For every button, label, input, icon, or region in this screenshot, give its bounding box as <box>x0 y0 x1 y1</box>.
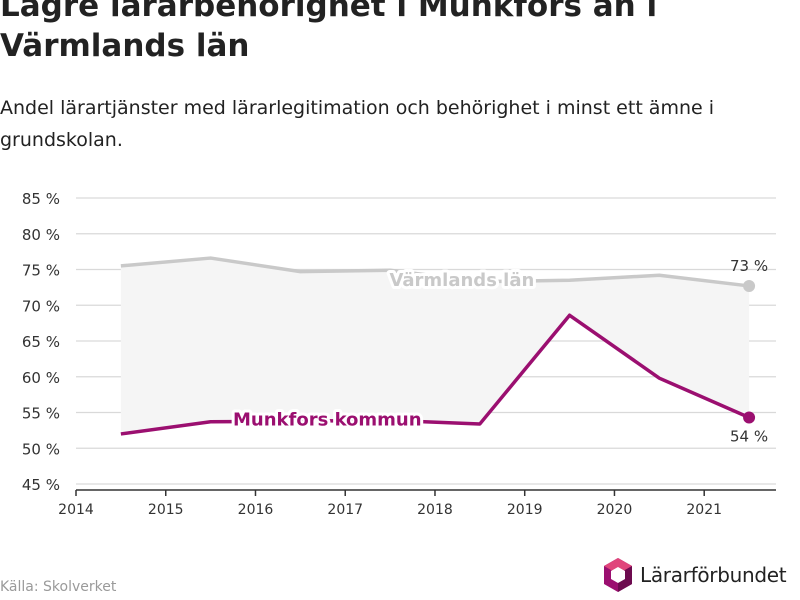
x-tick-label: 2014 <box>58 502 94 518</box>
x-tick-label: 2018 <box>417 502 453 518</box>
series-labels: 73 % 54 % Värmlands län Munkfors kommun <box>230 257 768 446</box>
series-lines <box>120 256 756 436</box>
x-tick-label: 2019 <box>507 502 543 518</box>
chart-subtitle: Andel lärartjänster med lärarlegitimatio… <box>0 97 715 151</box>
munkfors-end-point <box>743 411 756 424</box>
x-tick-label: 2020 <box>597 502 633 518</box>
brand-name: Lärarförbundet <box>640 563 787 587</box>
range-band-area <box>120 258 750 434</box>
varmland-end-point <box>743 279 756 292</box>
munkfors-end-label: 54 % <box>730 428 768 446</box>
x-tick-label: 2016 <box>238 502 274 518</box>
x-tick-label: 2017 <box>327 502 363 518</box>
y-tick-label: 75 % <box>22 262 60 280</box>
varmland-line <box>120 256 750 288</box>
chart-title: Lägre lärarbehörighet i Munkfors än i Vä… <box>0 0 658 64</box>
x-tick-label: 2021 <box>686 502 722 518</box>
munkfors-line <box>120 313 750 436</box>
source-note: Källa: Skolverket <box>0 579 117 595</box>
y-tick-label: 55 % <box>22 405 60 423</box>
lararforbundet-hexagon-logo-icon <box>604 558 632 592</box>
y-tick-label: 65 % <box>22 333 60 351</box>
y-tick-label: 85 % <box>22 190 60 208</box>
y-tick-label: 45 % <box>22 476 60 494</box>
y-tick-label: 50 % <box>22 440 60 458</box>
axes: 45 % 50 % 55 % 60 % 65 % 70 % 75 % 80 % 85 % 2014… <box>22 190 776 518</box>
y-tick-label: 60 % <box>22 369 60 387</box>
brand-logo: Lärarförbundet <box>602 557 787 593</box>
x-tick-label: 2015 <box>148 502 184 518</box>
y-tick-label: 80 % <box>22 226 60 244</box>
munkfors-series-label: Munkfors kommun <box>233 410 422 431</box>
varmland-end-label: 73 % <box>730 257 768 275</box>
range-band <box>120 258 750 434</box>
y-tick-label: 70 % <box>22 297 60 315</box>
varmland-series-label: Värmlands län <box>389 270 534 291</box>
